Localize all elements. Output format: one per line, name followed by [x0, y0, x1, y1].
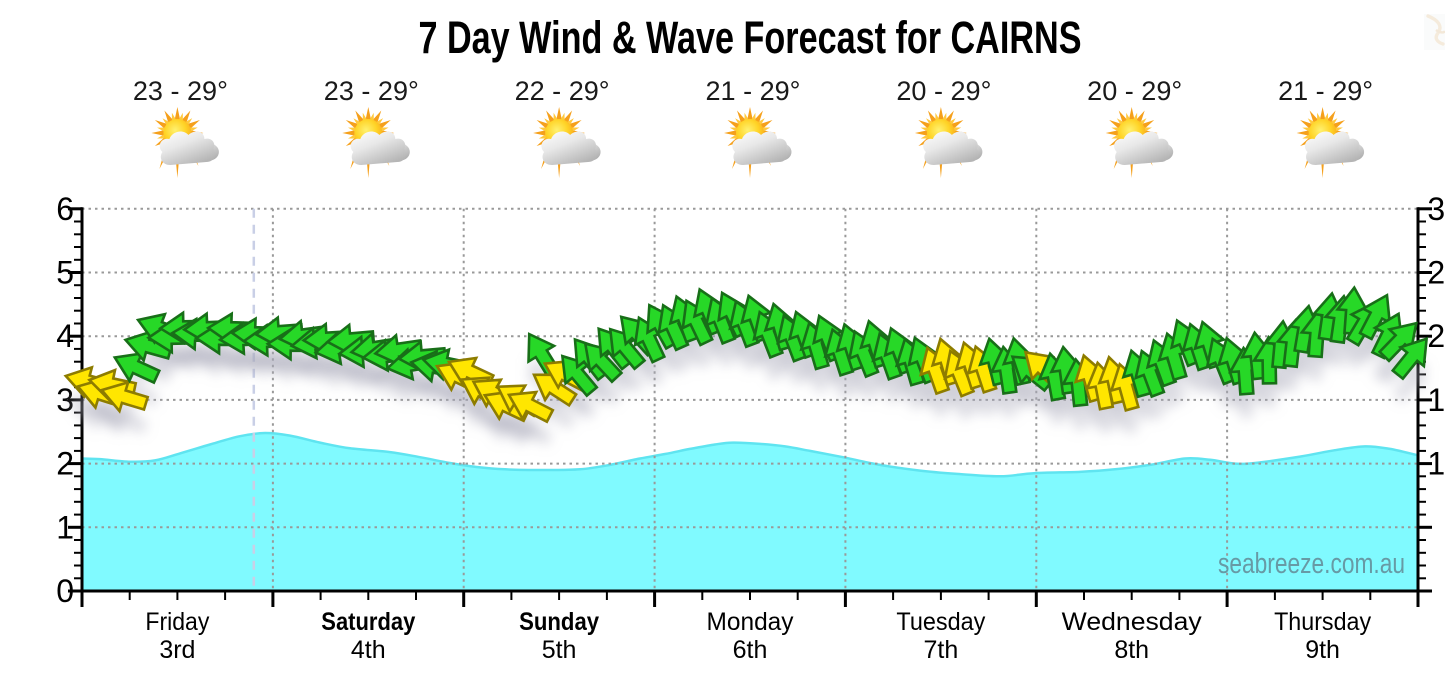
svg-text:4th: 4th — [351, 636, 386, 664]
svg-text:Tuesday: Tuesday — [896, 608, 985, 636]
svg-text:4: 4 — [56, 318, 74, 354]
svg-text:seabreeze.com.au: seabreeze.com.au — [1218, 548, 1405, 580]
svg-text:Wednesday: Wednesday — [1062, 608, 1203, 636]
svg-text:6: 6 — [56, 191, 74, 227]
svg-text:23 - 29°: 23 - 29° — [324, 76, 419, 106]
svg-text:20: 20 — [1427, 318, 1445, 354]
svg-text:Thursday: Thursday — [1274, 608, 1371, 636]
svg-text:21 - 29°: 21 - 29° — [1278, 76, 1373, 106]
svg-text:21 - 29°: 21 - 29° — [706, 76, 801, 106]
svg-text:0: 0 — [56, 573, 74, 609]
svg-text:10: 10 — [1427, 446, 1445, 482]
svg-text:20 - 29°: 20 - 29° — [896, 76, 991, 106]
svg-text:8th: 8th — [1114, 636, 1149, 664]
svg-text:6th: 6th — [733, 636, 768, 664]
svg-text:Friday: Friday — [145, 608, 209, 636]
svg-text:23 - 29°: 23 - 29° — [133, 76, 228, 106]
svg-text:22 - 29°: 22 - 29° — [515, 76, 610, 106]
svg-text:5th: 5th — [542, 636, 577, 664]
svg-text:9th: 9th — [1305, 636, 1340, 664]
svg-text:5: 5 — [56, 255, 74, 291]
svg-text:7 Day Wind & Wave Forecast for: 7 Day Wind & Wave Forecast for CAIRNS — [419, 12, 1082, 63]
svg-text:Monday: Monday — [707, 608, 794, 636]
svg-text:1: 1 — [56, 509, 74, 545]
svg-text:25: 25 — [1427, 255, 1445, 291]
svg-text:Sunday: Sunday — [519, 608, 599, 636]
svg-text:3: 3 — [56, 382, 74, 418]
svg-text:20 - 29°: 20 - 29° — [1087, 76, 1182, 106]
svg-text:30: 30 — [1427, 191, 1445, 227]
svg-text:7th: 7th — [924, 636, 959, 664]
svg-text:2: 2 — [56, 446, 74, 482]
svg-text:Saturday: Saturday — [321, 608, 415, 636]
svg-text:3rd: 3rd — [159, 636, 195, 664]
svg-text:15: 15 — [1427, 382, 1445, 418]
